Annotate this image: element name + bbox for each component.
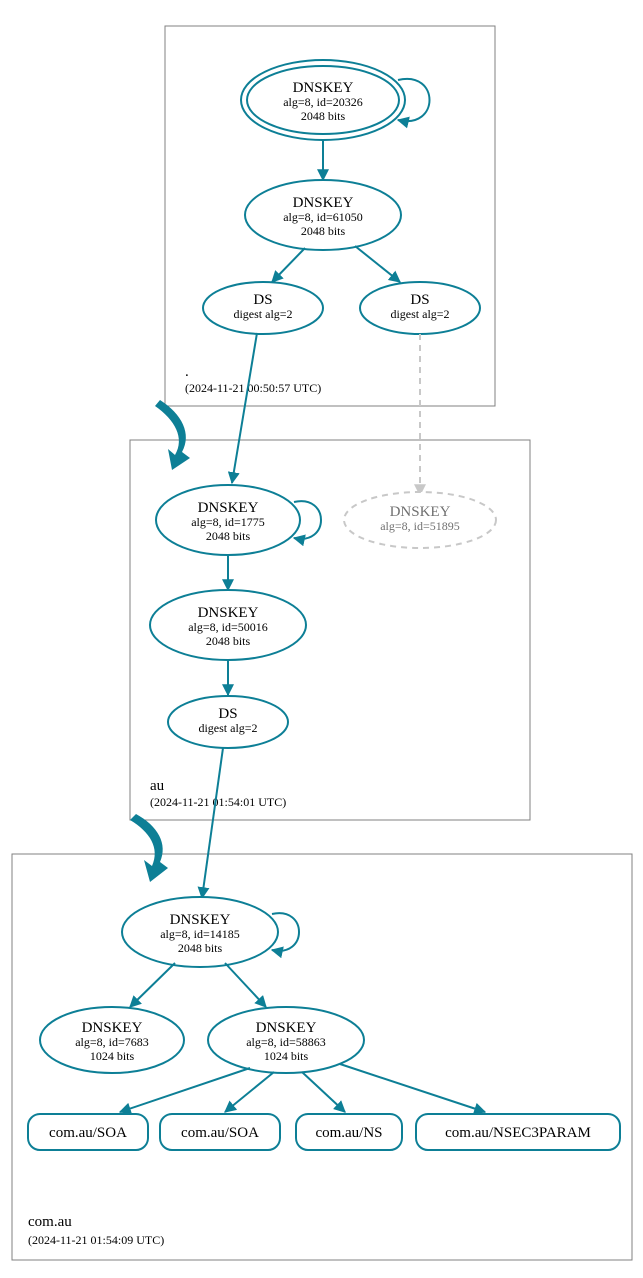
svg-text:2048 bits: 2048 bits <box>178 941 223 955</box>
node-root-ksk: DNSKEY alg=8, id=20326 2048 bits <box>241 60 405 140</box>
zone-comau-date: (2024-11-21 01:54:09 UTC) <box>28 1233 164 1247</box>
rr-soa-1: com.au/SOA <box>28 1114 148 1150</box>
svg-text:alg=8, id=61050: alg=8, id=61050 <box>283 210 363 224</box>
svg-text:DS: DS <box>218 706 237 722</box>
edge-comau-ksk-zsk2 <box>225 963 266 1007</box>
svg-text:DS: DS <box>253 292 272 308</box>
zone-root-date: (2024-11-21 00:50:57 UTC) <box>185 381 321 395</box>
edge-zsk2-rr4 <box>340 1064 485 1112</box>
node-root-ds1: DS digest alg=2 <box>203 282 323 334</box>
zone-root-name: . <box>185 364 189 380</box>
svg-text:alg=8, id=7683: alg=8, id=7683 <box>75 1035 149 1049</box>
zone-au-name: au <box>150 778 165 794</box>
zone-au-date: (2024-11-21 01:54:01 UTC) <box>150 795 286 809</box>
svg-text:DNSKEY: DNSKEY <box>256 1020 317 1036</box>
svg-text:DNSKEY: DNSKEY <box>293 80 354 96</box>
svg-text:alg=8, id=58863: alg=8, id=58863 <box>246 1035 326 1049</box>
zone-arrow-au-comau <box>130 814 168 882</box>
svg-text:DNSKEY: DNSKEY <box>293 195 354 211</box>
edge-root-zsk-ds2 <box>355 246 400 282</box>
svg-text:DNSKEY: DNSKEY <box>198 500 259 516</box>
node-au-ds: DS digest alg=2 <box>168 696 288 748</box>
edge-zsk2-rr3 <box>302 1072 345 1112</box>
svg-text:DS: DS <box>410 292 429 308</box>
svg-text:DNSKEY: DNSKEY <box>170 912 231 928</box>
svg-text:1024 bits: 1024 bits <box>264 1049 309 1063</box>
node-au-zsk: DNSKEY alg=8, id=50016 2048 bits <box>150 590 306 660</box>
rr-ns: com.au/NS <box>296 1114 402 1150</box>
svg-text:2048 bits: 2048 bits <box>301 109 346 123</box>
node-au-ksk: DNSKEY alg=8, id=1775 2048 bits <box>156 485 300 555</box>
svg-text:alg=8, id=14185: alg=8, id=14185 <box>160 927 240 941</box>
node-root-ds2: DS digest alg=2 <box>360 282 480 334</box>
svg-text:digest alg=2: digest alg=2 <box>198 721 257 735</box>
node-comau-ksk: DNSKEY alg=8, id=14185 2048 bits <box>122 897 278 967</box>
svg-text:com.au/SOA: com.au/SOA <box>49 1125 127 1141</box>
svg-text:2048 bits: 2048 bits <box>206 634 251 648</box>
svg-text:com.au/SOA: com.au/SOA <box>181 1125 259 1141</box>
edge-ds1-au-ksk <box>232 333 257 483</box>
edge-root-zsk-ds1 <box>272 248 305 282</box>
node-au-grey: DNSKEY alg=8, id=51895 <box>344 492 496 548</box>
svg-text:digest alg=2: digest alg=2 <box>390 307 449 321</box>
rr-soa-2: com.au/SOA <box>160 1114 280 1150</box>
svg-text:com.au/NS: com.au/NS <box>315 1125 382 1141</box>
svg-text:1024 bits: 1024 bits <box>90 1049 135 1063</box>
edge-zsk2-rr2 <box>225 1072 274 1112</box>
svg-text:DNSKEY: DNSKEY <box>390 504 451 520</box>
node-root-zsk: DNSKEY alg=8, id=61050 2048 bits <box>245 180 401 250</box>
node-comau-zsk2: DNSKEY alg=8, id=58863 1024 bits <box>208 1007 364 1073</box>
svg-text:alg=8, id=20326: alg=8, id=20326 <box>283 95 363 109</box>
rr-nsec3param: com.au/NSEC3PARAM <box>416 1114 620 1150</box>
edge-comau-ksk-zsk1 <box>130 963 175 1007</box>
svg-text:DNSKEY: DNSKEY <box>198 605 259 621</box>
svg-text:alg=8, id=50016: alg=8, id=50016 <box>188 620 268 634</box>
svg-text:digest alg=2: digest alg=2 <box>233 307 292 321</box>
zone-comau-name: com.au <box>28 1214 72 1230</box>
svg-text:alg=8, id=1775: alg=8, id=1775 <box>191 515 265 529</box>
svg-text:2048 bits: 2048 bits <box>301 224 346 238</box>
node-comau-zsk1: DNSKEY alg=8, id=7683 1024 bits <box>40 1007 184 1073</box>
svg-text:2048 bits: 2048 bits <box>206 529 251 543</box>
svg-text:alg=8, id=51895: alg=8, id=51895 <box>380 519 460 533</box>
svg-text:DNSKEY: DNSKEY <box>82 1020 143 1036</box>
edge-zsk2-rr1 <box>120 1068 250 1112</box>
zone-arrow-root-au <box>155 400 190 470</box>
svg-text:com.au/NSEC3PARAM: com.au/NSEC3PARAM <box>445 1125 591 1141</box>
edge-au-ds-comau-ksk <box>202 748 223 898</box>
